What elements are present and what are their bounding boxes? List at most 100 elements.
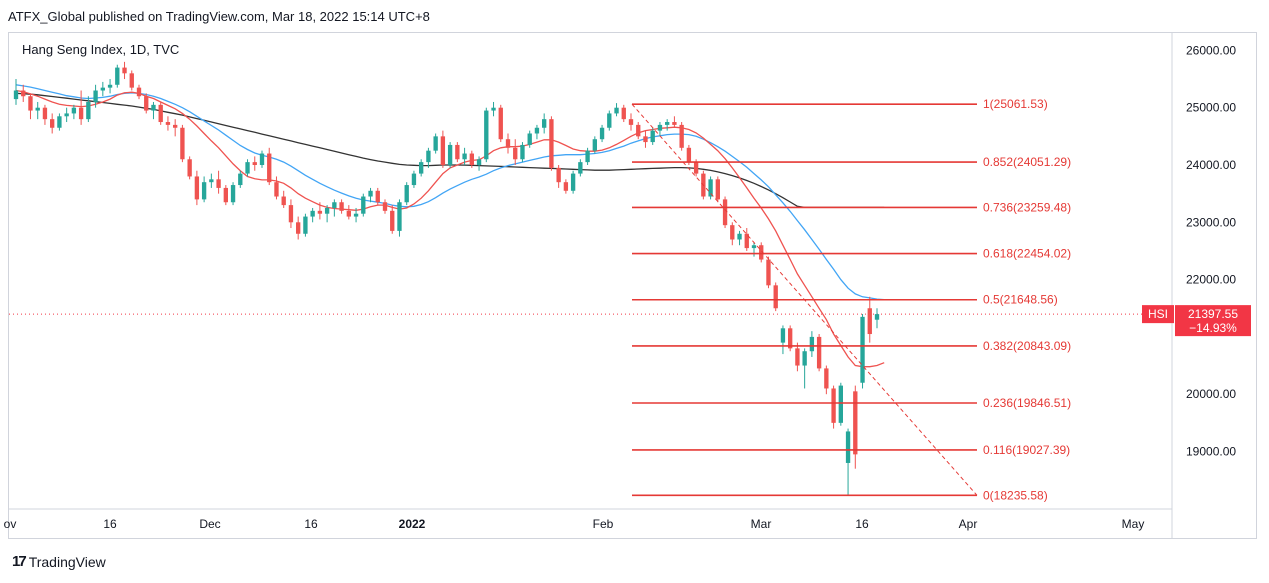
- candle-body: [780, 328, 786, 343]
- fib-trend-line: [631, 103, 978, 496]
- candle-body: [346, 210, 351, 217]
- candle-body: [209, 179, 214, 183]
- candle-body: [845, 431, 851, 463]
- candle-body: [542, 119, 547, 128]
- candle-body: [13, 90, 19, 100]
- y-tick-label: 20000.00: [1186, 387, 1236, 401]
- x-tick-label: 16: [103, 517, 117, 531]
- fib-level-label: 0.852(24051.29): [983, 155, 1071, 169]
- candle-body: [28, 96, 33, 111]
- candle-body: [230, 185, 236, 203]
- candle-body: [462, 153, 467, 160]
- candle-body: [650, 130, 655, 143]
- ma-fast-line: [15, 89, 885, 368]
- candle-body: [491, 107, 496, 111]
- candle-body: [281, 196, 286, 206]
- y-tick-label: 23000.00: [1186, 215, 1236, 229]
- candle-body: [64, 113, 69, 117]
- candle-body: [599, 127, 605, 140]
- candle-body: [643, 136, 648, 143]
- candle-body: [165, 122, 171, 125]
- candle-body: [238, 173, 243, 186]
- candle-body: [440, 136, 446, 165]
- candle-body: [520, 144, 525, 160]
- candle-body: [824, 368, 829, 389]
- candle-body: [122, 67, 127, 74]
- candle-body: [100, 87, 105, 91]
- x-tick-label: Mar: [751, 517, 772, 531]
- x-tick-label: 2022: [399, 517, 426, 531]
- tradingview-footer[interactable]: 17 TradingView: [12, 553, 106, 570]
- fib-level-label: 0.236(19846.51): [983, 396, 1071, 410]
- candle-body: [78, 107, 84, 120]
- fib-level-label: 0.116(19027.39): [983, 443, 1070, 457]
- candle-body: [708, 179, 713, 197]
- price-tag-change: −14.93%: [1189, 321, 1237, 335]
- candle-body: [853, 391, 858, 455]
- ma-mid-line: [15, 84, 885, 301]
- candle-body: [556, 167, 561, 183]
- candle-body: [773, 285, 778, 309]
- candle-body: [679, 124, 684, 148]
- candle-body: [715, 179, 720, 200]
- candle-body: [93, 90, 98, 102]
- fib-level-label: 0.618(22454.02): [983, 247, 1071, 261]
- candle-body: [505, 139, 511, 148]
- candle-body: [274, 182, 279, 197]
- candle-body: [860, 316, 865, 383]
- candle-body: [498, 107, 503, 140]
- symbol-tag-bg: [1142, 305, 1174, 324]
- candle-body: [455, 144, 460, 160]
- candle-body: [339, 202, 344, 211]
- candle-body: [317, 210, 323, 214]
- candle-body: [838, 385, 843, 423]
- candle-body: [310, 210, 315, 217]
- candle-body: [382, 202, 388, 211]
- candle-body: [216, 179, 221, 188]
- candle-body: [71, 107, 77, 114]
- candle-body: [107, 84, 113, 88]
- candle-body: [361, 196, 366, 214]
- candle-body: [303, 216, 308, 234]
- candle-body: [527, 133, 532, 145]
- candle-body: [657, 124, 663, 131]
- candle-body: [751, 245, 757, 249]
- candle-body: [397, 202, 402, 231]
- candle-body: [288, 205, 294, 223]
- candle-body: [136, 87, 142, 97]
- candle-body: [86, 101, 91, 120]
- candle-body: [267, 153, 272, 183]
- candle-body: [621, 107, 626, 120]
- published-info: ATFX_Global published on TradingView.com…: [8, 9, 430, 24]
- candle-body: [563, 182, 569, 191]
- candle-body: [549, 119, 554, 168]
- fib-level-label: 0.736(23259.48): [983, 200, 1071, 214]
- candle-body: [151, 104, 156, 111]
- candle-body: [730, 225, 735, 240]
- candle-body: [766, 259, 771, 286]
- candle-body: [390, 210, 395, 231]
- candle-body: [585, 150, 590, 163]
- candle-body: [57, 116, 62, 128]
- candle-body: [404, 185, 409, 203]
- fib-level-label: 0.382(20843.09): [983, 339, 1071, 353]
- candle-body: [173, 124, 178, 128]
- price-tag-bg: [1175, 305, 1251, 337]
- candle-body: [759, 245, 764, 260]
- x-tick-label: 16: [855, 517, 869, 531]
- candle-body: [636, 124, 641, 137]
- candle-body: [259, 153, 265, 165]
- candle-body: [35, 107, 40, 111]
- candle-body: [296, 222, 301, 234]
- tradingview-brand: TradingView: [28, 553, 106, 570]
- candle-body: [353, 213, 359, 217]
- candle-body: [324, 207, 330, 214]
- candle-body: [686, 147, 692, 163]
- fib-level-label: 1(25061.53): [983, 97, 1048, 111]
- chart-frame: [8, 32, 1257, 539]
- candle-body: [476, 159, 482, 165]
- x-tick-label: Dec: [199, 517, 220, 531]
- candle-body: [607, 113, 612, 128]
- candle-body: [795, 348, 800, 366]
